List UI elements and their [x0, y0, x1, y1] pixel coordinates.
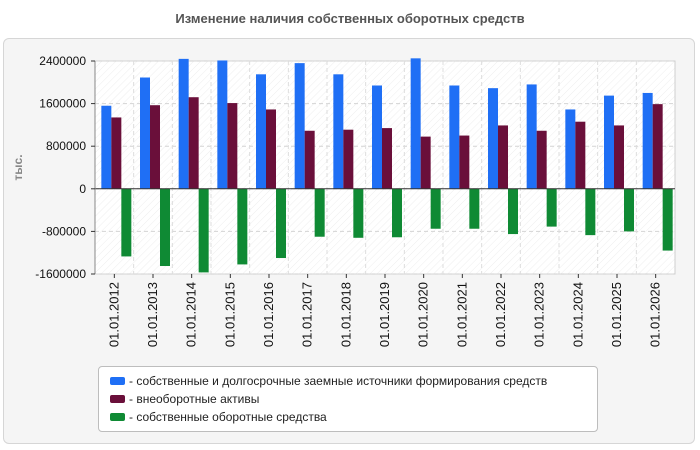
bar [508, 188, 518, 235]
x-tick-label: 01.01.2014 [184, 282, 199, 347]
bar [276, 188, 286, 259]
bar [420, 136, 431, 189]
y-tick-label: 800000 [46, 139, 86, 153]
bar [469, 188, 480, 229]
bar [652, 104, 663, 189]
legend-label: - внеоборотные активы [129, 392, 260, 406]
x-tick-label: 01.01.2012 [106, 282, 121, 347]
legend-label: - собственные оборотные средства [129, 410, 327, 424]
bar [546, 188, 557, 227]
bar [101, 105, 112, 189]
bar [372, 85, 382, 189]
legend-item: - собственные и долгосрочные заемные ист… [110, 372, 597, 390]
bar [314, 188, 325, 237]
bar [188, 97, 199, 189]
bar [256, 74, 266, 189]
x-tick-label: 01.01.2015 [222, 282, 237, 347]
bar [217, 60, 228, 189]
bar [160, 188, 170, 267]
x-tick-label: 01.01.2019 [377, 282, 392, 347]
bar [585, 188, 596, 236]
chart-title: Изменение наличия собственных оборотных … [175, 11, 525, 26]
bar [575, 121, 586, 189]
x-tick-label: 01.01.2026 [648, 282, 663, 347]
x-tick-label: 01.01.2021 [454, 282, 469, 347]
legend-swatch [110, 413, 125, 421]
x-tick-label: 01.01.2018 [338, 282, 353, 347]
x-tick-label: 01.01.2022 [493, 282, 508, 347]
y-tick-label: -1600000 [35, 267, 86, 281]
bar [178, 58, 189, 189]
bar [150, 105, 160, 189]
y-axis-label: тыс. [11, 154, 25, 180]
bar [498, 125, 508, 189]
x-tick-label: 01.01.2024 [570, 282, 585, 347]
bar [294, 63, 305, 189]
bar [624, 188, 634, 232]
y-tick-label: 0 [79, 182, 86, 196]
bar [536, 130, 547, 189]
bar [198, 188, 209, 273]
bar [410, 58, 421, 189]
bar [614, 125, 624, 189]
y-tick-label: -800000 [42, 224, 86, 238]
legend-item: - собственные оборотные средства [110, 408, 597, 426]
axis-labels: 2400000 1600000 800000 0 -800000 -1600000 01.0… [35, 54, 662, 347]
legend-label: - собственные и долгосрочные заемные ист… [129, 374, 548, 388]
bar [382, 128, 392, 189]
bar [488, 88, 498, 189]
bar [266, 109, 276, 189]
bar [121, 188, 132, 257]
x-tick-label: 01.01.2016 [261, 282, 276, 347]
bars [101, 58, 673, 273]
bar [526, 84, 537, 189]
bar [237, 188, 248, 265]
bar [140, 77, 150, 189]
bar [227, 103, 238, 189]
bar [343, 129, 354, 189]
bar [642, 92, 653, 189]
bar [304, 130, 315, 189]
bar [449, 85, 460, 189]
legend-swatch [110, 377, 125, 385]
x-tick-label: 01.01.2025 [609, 282, 624, 347]
legend: - собственные и долгосрочные заемные ист… [98, 366, 598, 432]
bar [565, 109, 576, 189]
bar [459, 135, 470, 189]
bar [111, 117, 122, 189]
axes [91, 60, 675, 278]
bar [430, 188, 441, 229]
x-tick-label: 01.01.2023 [532, 282, 547, 347]
x-tick-label: 01.01.2017 [300, 282, 315, 347]
y-tick-label: 1600000 [39, 97, 86, 111]
x-tick-label: 01.01.2020 [416, 282, 431, 347]
x-tick-label: 01.01.2013 [145, 282, 160, 347]
y-tick-label: 2400000 [39, 54, 86, 68]
bar [392, 188, 402, 238]
legend-item: - внеоборотные активы [110, 390, 597, 408]
bar [353, 188, 364, 238]
bar [333, 74, 344, 189]
bar [662, 188, 673, 251]
legend-swatch [110, 395, 125, 403]
bar [604, 95, 614, 189]
